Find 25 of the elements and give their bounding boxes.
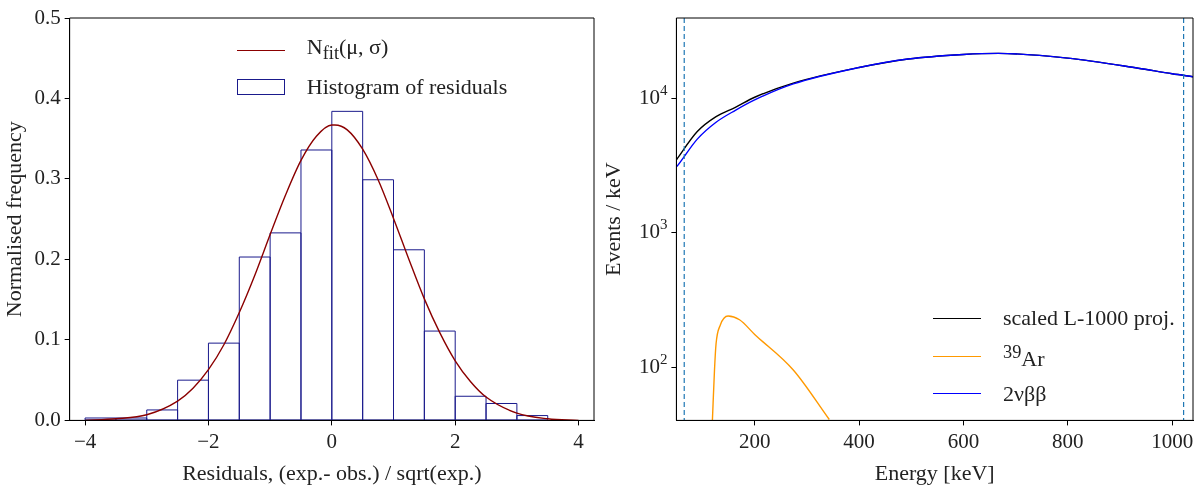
legend-label: $^{39}$Ar	[1003, 341, 1045, 374]
y-axis-title: Events / keV	[599, 162, 625, 277]
legend-label: Histogram of residuals	[306, 73, 508, 102]
x-tick-label: 1000	[1151, 428, 1194, 453]
x-tick-label: 400	[843, 428, 875, 453]
x-tick-label: 800	[1052, 428, 1084, 453]
x-tick-label: 200	[738, 428, 771, 453]
x-axis-title: Energy [keV]	[874, 459, 995, 485]
x-tick-label: 0	[326, 428, 338, 453]
x-tick-label: 600	[947, 428, 980, 453]
legend-label: N$_{fit}$(μ, σ)	[306, 33, 389, 66]
legend-label: scaled L-1000 proj.	[1003, 304, 1175, 333]
x-tick-label: −4	[73, 428, 97, 453]
y-tick-label: 0.2	[34, 245, 61, 270]
legend-label: 2νββ	[1003, 379, 1047, 408]
y-tick-label: 0.4	[34, 85, 62, 109]
x-tick-label: 4	[573, 428, 585, 453]
y-tick-label: 0.0	[34, 406, 61, 431]
x-tick-label: 2	[449, 428, 461, 453]
y-tick-label: 0.3	[34, 165, 61, 190]
y-tick-label: 0.1	[34, 326, 61, 351]
y-tick-label: 0.5	[34, 4, 61, 29]
x-tick-label: −2	[197, 428, 220, 453]
x-axis-title: Residuals, (exp.- obs.) / sqrt(exp.)	[182, 459, 482, 485]
y-axis-title: Normalised frequency	[0, 121, 26, 318]
